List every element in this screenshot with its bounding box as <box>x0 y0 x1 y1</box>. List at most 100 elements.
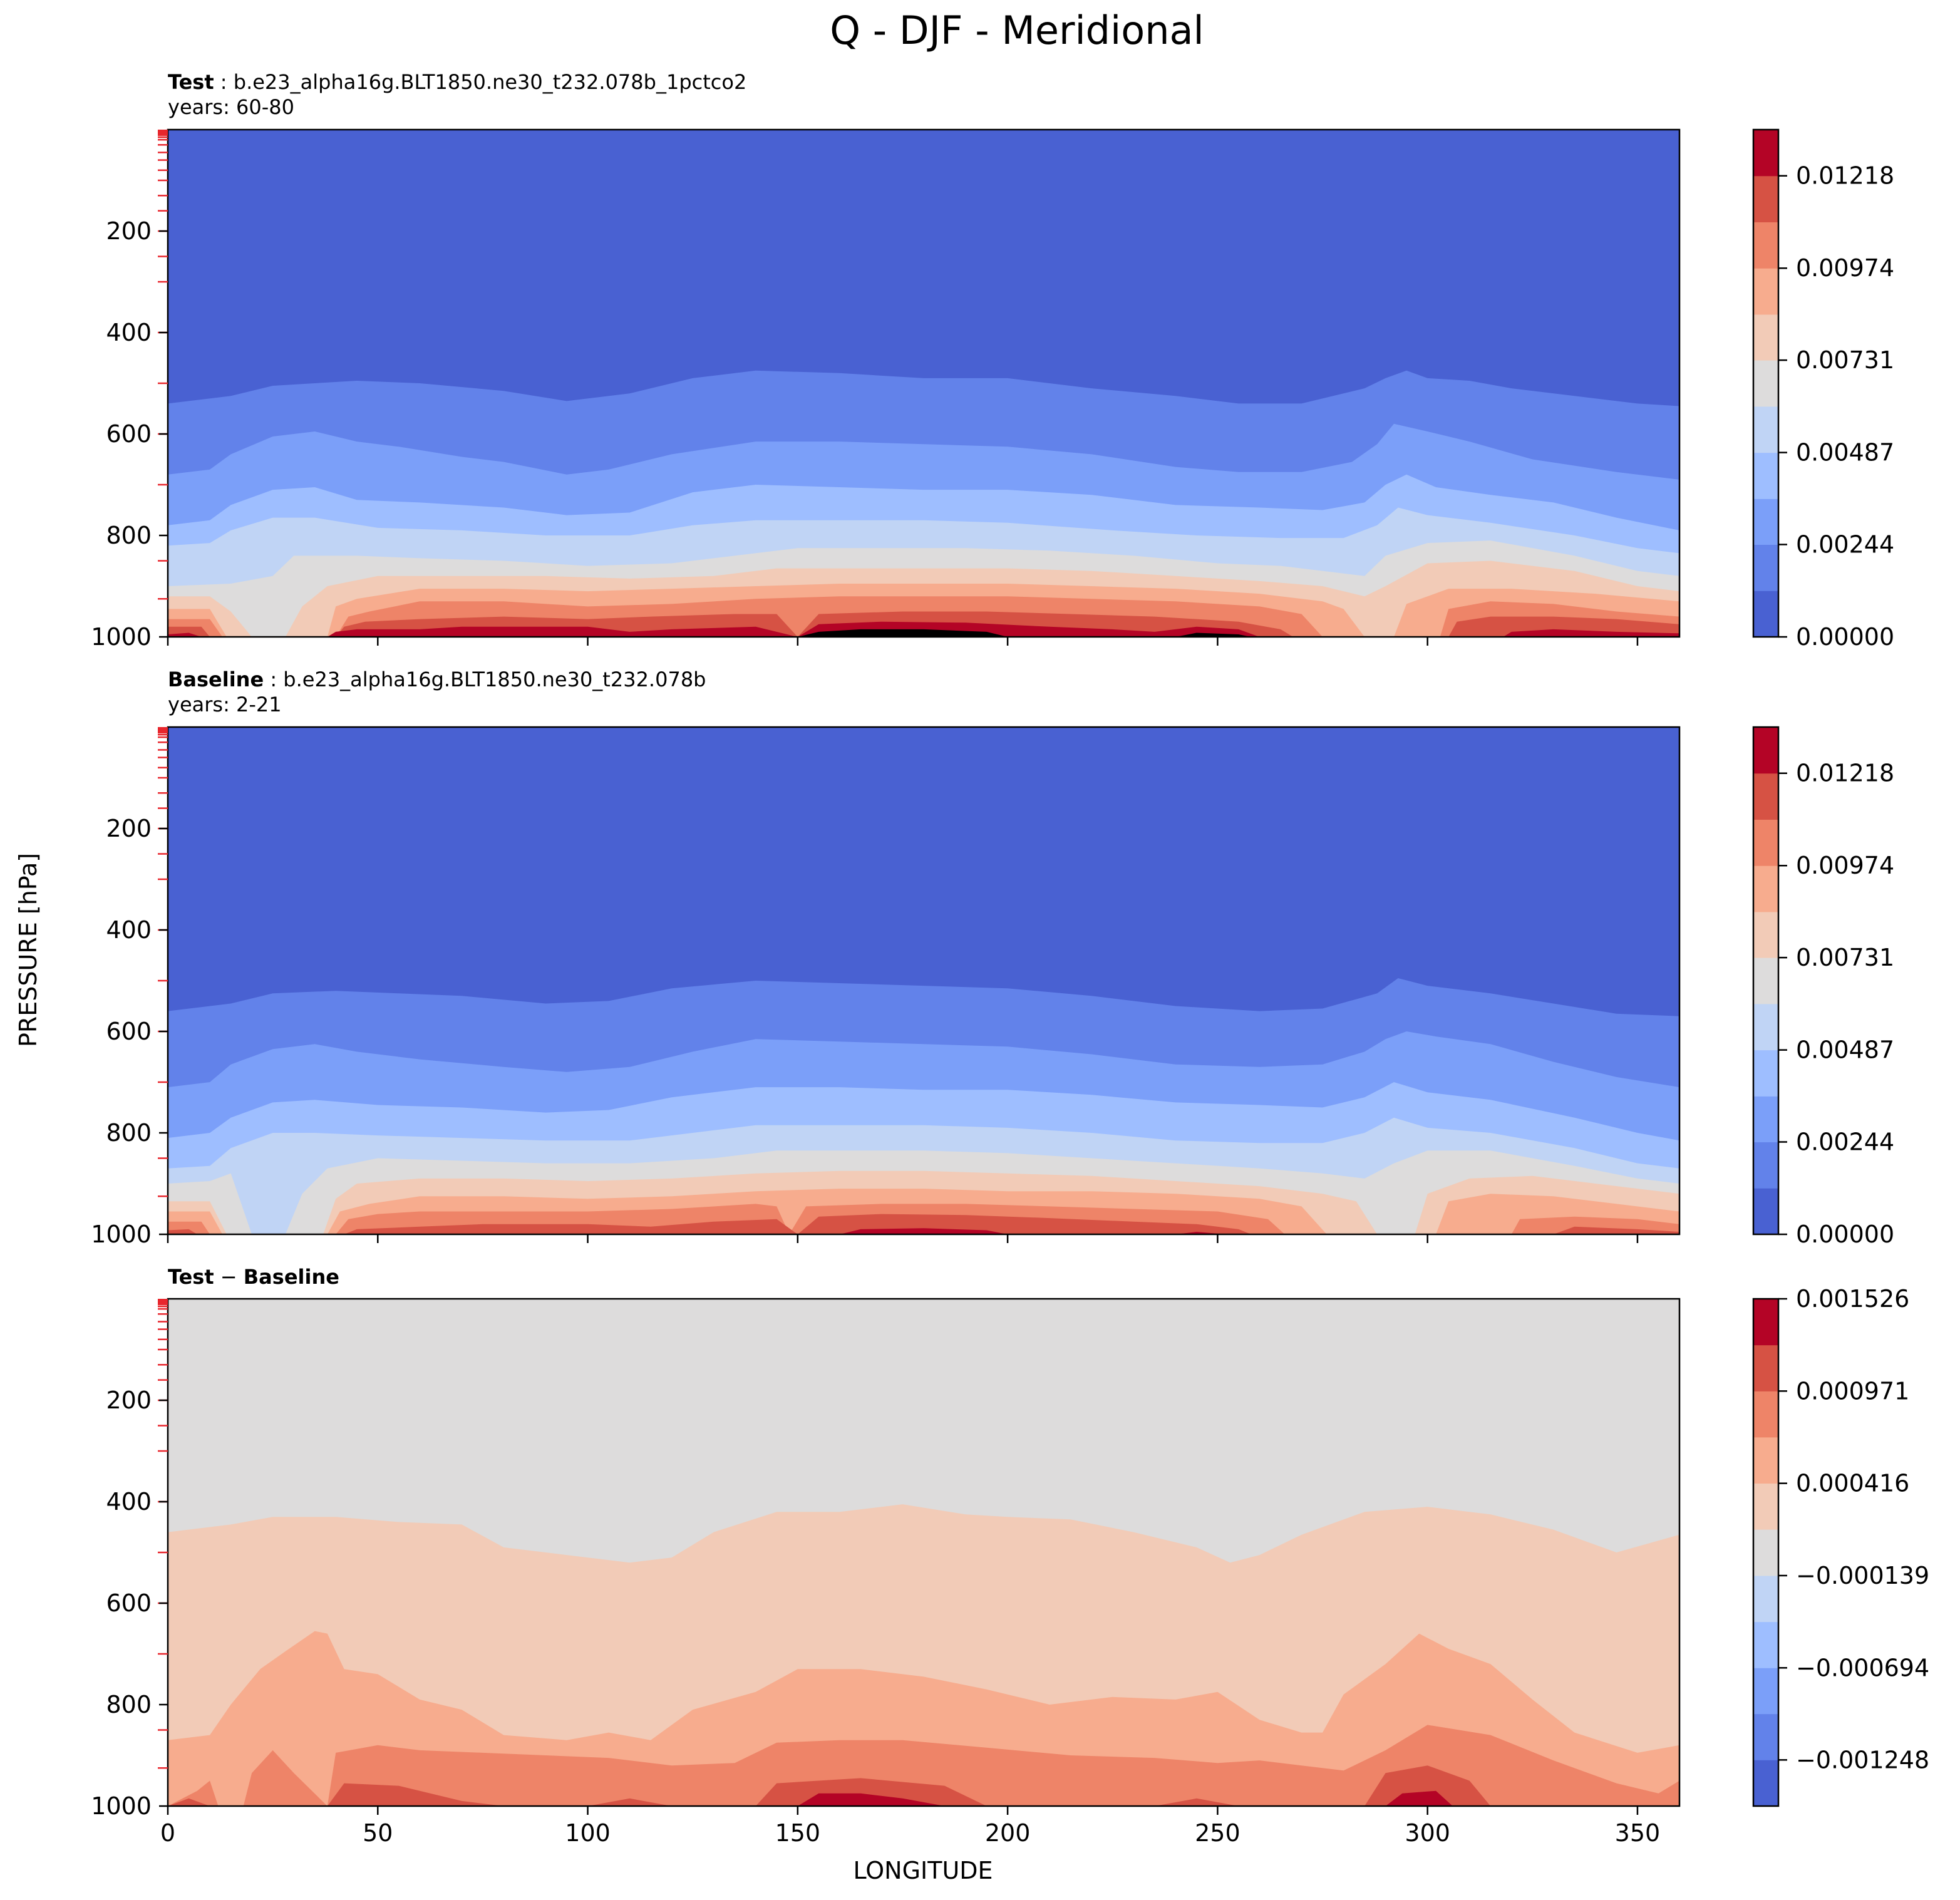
panel-difference-title-minus: − <box>214 1265 244 1289</box>
colorbar-tick-label: −0.000139 <box>1796 1562 1929 1589</box>
panel-difference-title-bold-test: Test <box>168 1265 214 1289</box>
panel-baseline-title-text: : b.e23_alpha16g.BLT1850.ne30_t232.078b <box>264 668 706 691</box>
colorbar-tick-label: 0.01218 <box>1796 760 1894 787</box>
colorbar-band <box>1753 1188 1778 1235</box>
colorbar-band <box>1753 1050 1778 1097</box>
colorbar-tick-label: 0.00244 <box>1796 531 1894 559</box>
y-tick-label: 800 <box>106 1691 152 1718</box>
colorbar-tick-label: 0.001526 <box>1796 1285 1909 1313</box>
colorbar-band <box>1753 958 1778 1004</box>
x-tick-label: 350 <box>1615 1819 1661 1847</box>
panel-test-subtitle: years: 60-80 <box>168 95 294 119</box>
colorbar-band <box>1753 1575 1778 1623</box>
y-tick-label: 400 <box>106 916 152 944</box>
colorbar-band <box>1753 175 1778 222</box>
colorbar-tick-label: 0.00974 <box>1796 852 1894 879</box>
colorbar-tick-label: 0.000416 <box>1796 1470 1909 1497</box>
panel-difference-title: Test − Baseline <box>168 1265 339 1289</box>
panel-test-title-bold: Test <box>168 70 214 94</box>
panel-baseline-colorbar: 0.00000 0.00244 0.00487 0.00731 0.00974 0.012… <box>1752 726 1894 1248</box>
x-tick-label: 150 <box>775 1819 821 1847</box>
x-axis-label: LONGITUDE <box>853 1857 993 1884</box>
panel-test-title: Test : b.e23_alpha16g.BLT1850.ne30_t232.… <box>168 70 746 94</box>
panel-baseline: Baseline : b.e23_alpha16g.BLT1850.ne30_t… <box>91 668 1894 1248</box>
panel-difference-colorbar: −0.001248 −0.000694 −0.000139 0.000416 0.000… <box>1752 1285 1929 1807</box>
model-level-tick-cluster <box>158 1299 168 1304</box>
colorbar-band <box>1753 268 1778 315</box>
y-tick-label: 600 <box>106 1018 152 1045</box>
y-tick-label: 600 <box>106 420 152 448</box>
colorbar-band <box>1753 1142 1778 1189</box>
figure-title: Q - DJF - Meridional <box>830 8 1204 53</box>
x-tick-label: 0 <box>160 1819 175 1847</box>
y-tick-label: 800 <box>106 522 152 549</box>
contour-band-9 <box>168 1765 1491 1806</box>
panel-difference: Test − Baseline 200 400 600 800 1000 0 50 100 15… <box>91 1265 1929 1847</box>
panel-baseline-title-bold: Baseline <box>168 668 264 691</box>
colorbar-band <box>1753 1437 1778 1484</box>
colorbar-tick-label: 0.00000 <box>1796 1221 1894 1248</box>
panel-difference-contour-plot: 200 400 600 800 1000 0 50 100 150 200 250 300 350 <box>91 1298 1681 1847</box>
x-tick-label: 50 <box>363 1819 393 1847</box>
colorbar-band <box>1753 911 1778 958</box>
colorbar-band <box>1753 1529 1778 1576</box>
x-tick-label: 100 <box>565 1819 611 1847</box>
model-level-tick-cluster <box>158 130 168 135</box>
y-axis-label: PRESSURE [hPa] <box>14 853 42 1047</box>
x-tick-label: 250 <box>1195 1819 1240 1847</box>
y-tick-label: 1000 <box>91 1792 152 1820</box>
colorbar-frame <box>1752 1298 1780 1807</box>
colorbar-tick-label: −0.001248 <box>1796 1746 1929 1774</box>
contour-band-10 <box>168 621 1679 637</box>
colorbar-band <box>1753 222 1778 269</box>
panel-test-title-text: : b.e23_alpha16g.BLT1850.ne30_t232.078b_… <box>214 70 747 94</box>
panel-baseline-contour-plot: 200 400 600 800 1000 <box>91 726 1681 1248</box>
colorbar-frame <box>1752 726 1780 1236</box>
colorbar-band <box>1753 1483 1778 1530</box>
colorbar-band <box>1753 1345 1778 1391</box>
colorbar-band <box>1753 452 1778 499</box>
colorbar-band <box>1753 1713 1778 1760</box>
colorbar-tick-label: 0.00731 <box>1796 944 1894 971</box>
colorbar-band <box>1753 591 1778 638</box>
colorbar-band <box>1753 360 1778 407</box>
y-tick-label: 1000 <box>91 1221 152 1248</box>
colorbar-band <box>1753 130 1778 177</box>
x-tick-label: 300 <box>1405 1819 1450 1847</box>
y-tick-label: 800 <box>106 1119 152 1147</box>
panel-test-contour-plot: 200 400 600 800 1000 <box>91 128 1681 651</box>
contour-band-6 <box>168 1504 1679 1806</box>
panel-baseline-title: Baseline : b.e23_alpha16g.BLT1850.ne30_t… <box>168 668 706 691</box>
panel-baseline-subtitle: years: 2-21 <box>168 693 282 716</box>
y-tick-label: 400 <box>106 319 152 346</box>
panel-test: Test : b.e23_alpha16g.BLT1850.ne30_t232.… <box>91 70 1894 651</box>
colorbar-band <box>1753 865 1778 912</box>
y-tick-label: 400 <box>106 1488 152 1515</box>
colorbar-tick-label: 0.000971 <box>1796 1377 1909 1405</box>
contour-band-10 <box>797 1790 1453 1806</box>
colorbar-band <box>1753 1391 1778 1438</box>
panel-difference-title-bold-baseline: Baseline <box>244 1265 339 1289</box>
y-tick-label: 200 <box>106 815 152 842</box>
y-tick-label: 200 <box>106 217 152 245</box>
y-tick-label: 1000 <box>91 623 152 651</box>
colorbar-band <box>1753 1096 1778 1143</box>
colorbar-tick-label: 0.01218 <box>1796 162 1894 190</box>
colorbar-band <box>1753 773 1778 820</box>
colorbar-tick-label: 0.00244 <box>1796 1128 1894 1156</box>
contour-band-10 <box>839 1228 1226 1234</box>
colorbar-band <box>1753 314 1778 361</box>
colorbar-band <box>1753 1299 1778 1346</box>
y-tick-label: 200 <box>106 1386 152 1414</box>
model-level-tick-cluster <box>158 727 168 732</box>
colorbar-frame <box>1752 128 1780 638</box>
colorbar-band <box>1753 1621 1778 1668</box>
colorbar-band <box>1753 1760 1778 1807</box>
colorbar-band <box>1753 498 1778 545</box>
y-tick-label: 600 <box>106 1589 152 1617</box>
contour-band-11 <box>797 629 1251 637</box>
colorbar-tick-label: 0.00000 <box>1796 623 1894 651</box>
colorbar-band <box>1753 1003 1778 1051</box>
colorbar-tick-label: 0.00487 <box>1796 439 1894 467</box>
